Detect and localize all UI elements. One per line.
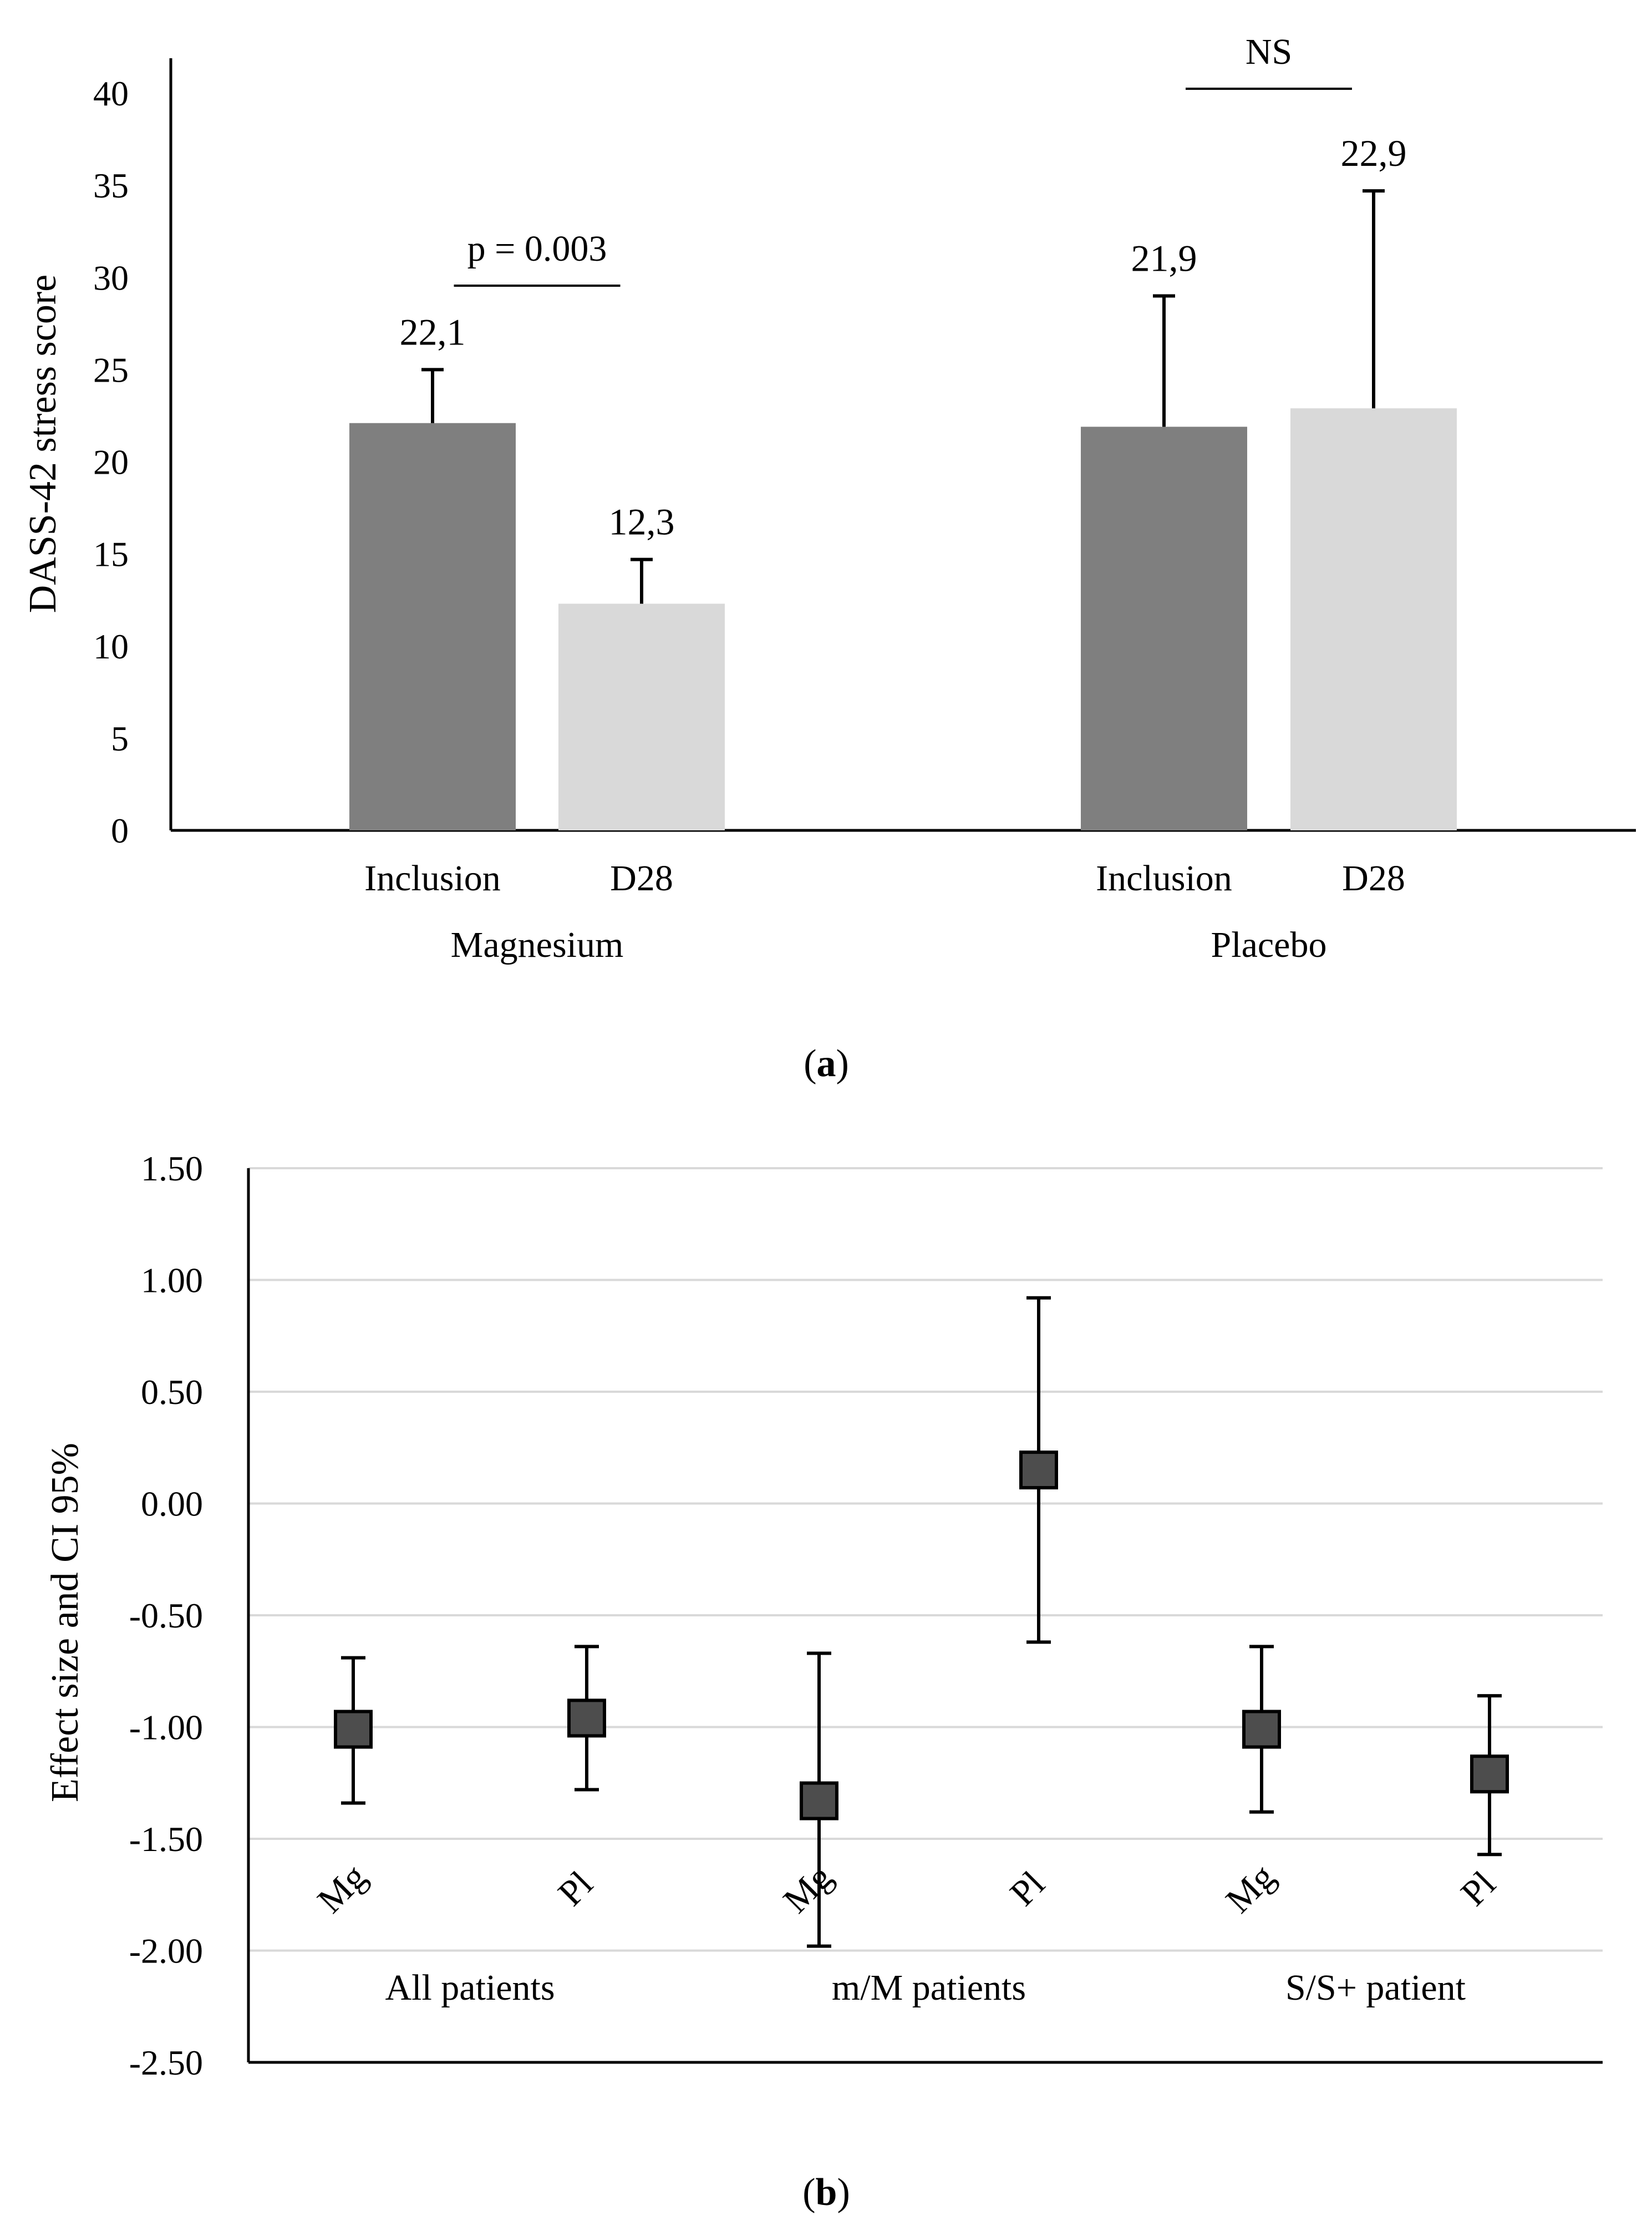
- comparison-label: p = 0.003: [467, 229, 607, 269]
- y-tick-label: 25: [93, 350, 129, 389]
- group-label: m/M patients: [832, 1968, 1026, 2008]
- y-tick-label: 1.00: [141, 1261, 203, 1300]
- y-tick-label: -2.50: [129, 2043, 203, 2082]
- y-axis-title: DASS-42 stress score: [22, 275, 64, 613]
- panel-caption: (a): [804, 1042, 849, 1085]
- bar-magnesium-d28: [558, 604, 725, 830]
- y-tick-label: 30: [93, 258, 129, 297]
- data-label: 12,3: [609, 501, 675, 543]
- y-axis-title: Effect size and CI 95%: [44, 1443, 87, 1802]
- x-tick-label: Inclusion: [364, 858, 501, 899]
- x-tick-label: D28: [610, 858, 673, 899]
- point-marker-pl: [567, 1698, 606, 1738]
- y-tick-label: 1.50: [141, 1149, 203, 1188]
- point-marker-mg: [800, 1781, 838, 1821]
- y-tick-label: 0: [111, 811, 129, 850]
- bar-placebo-inclusion: [1081, 427, 1247, 830]
- y-tick-label: 0.00: [141, 1484, 203, 1524]
- panel-caption: (b): [802, 2171, 850, 2214]
- panel-a-bar-chart: 0 5 10 15 20 25 30 35 40 DASS-42 stress score 22,1…: [22, 32, 1636, 1085]
- y-tick-label: 15: [93, 535, 129, 574]
- comparison-label: NS: [1246, 32, 1292, 72]
- y-tick-label: 40: [93, 74, 129, 113]
- data-label: 21,9: [1131, 237, 1197, 279]
- point-label: Mg: [1218, 1857, 1283, 1921]
- data-label: 22,9: [1341, 132, 1407, 174]
- y-tick-label: 10: [93, 627, 129, 666]
- bar-placebo-d28: [1290, 408, 1457, 830]
- y-tick-label: 0.50: [141, 1372, 203, 1412]
- y-tick-label: 35: [93, 166, 129, 205]
- group-label: S/S+ patient: [1285, 1968, 1466, 2008]
- point-label: Pl: [1453, 1864, 1504, 1914]
- point-marker-mg: [1242, 1710, 1281, 1749]
- point-marker-mg: [334, 1710, 373, 1749]
- group-label: All patients: [385, 1968, 555, 2008]
- y-tick-label: -2.00: [129, 1931, 203, 1971]
- x-tick-label: D28: [1342, 858, 1405, 899]
- y-tick-label: -0.50: [129, 1596, 203, 1635]
- y-tick-label: 5: [111, 719, 129, 758]
- group-label-magnesium: Magnesium: [451, 925, 624, 965]
- point-label: Mg: [776, 1857, 840, 1921]
- point-label: Pl: [1003, 1864, 1053, 1914]
- y-tick-label: -1.50: [129, 1819, 203, 1859]
- group-label-placebo: Placebo: [1211, 925, 1327, 965]
- panel-b-forest-plot: -2.50 -2.00 -1.50 -1.00 -0.50 0.00 0.50 1.00 1.5…: [44, 1149, 1603, 2214]
- point-label: Mg: [310, 1857, 374, 1921]
- x-tick-label: Inclusion: [1096, 858, 1232, 899]
- point-marker-pl: [1470, 1755, 1509, 1794]
- y-tick-label: 20: [93, 443, 129, 482]
- data-label: 22,1: [400, 311, 466, 353]
- point-label: Pl: [551, 1864, 601, 1914]
- y-tick-label: -1.00: [129, 1708, 203, 1747]
- point-marker-pl: [1019, 1451, 1058, 1490]
- bar-magnesium-inclusion: [349, 423, 516, 830]
